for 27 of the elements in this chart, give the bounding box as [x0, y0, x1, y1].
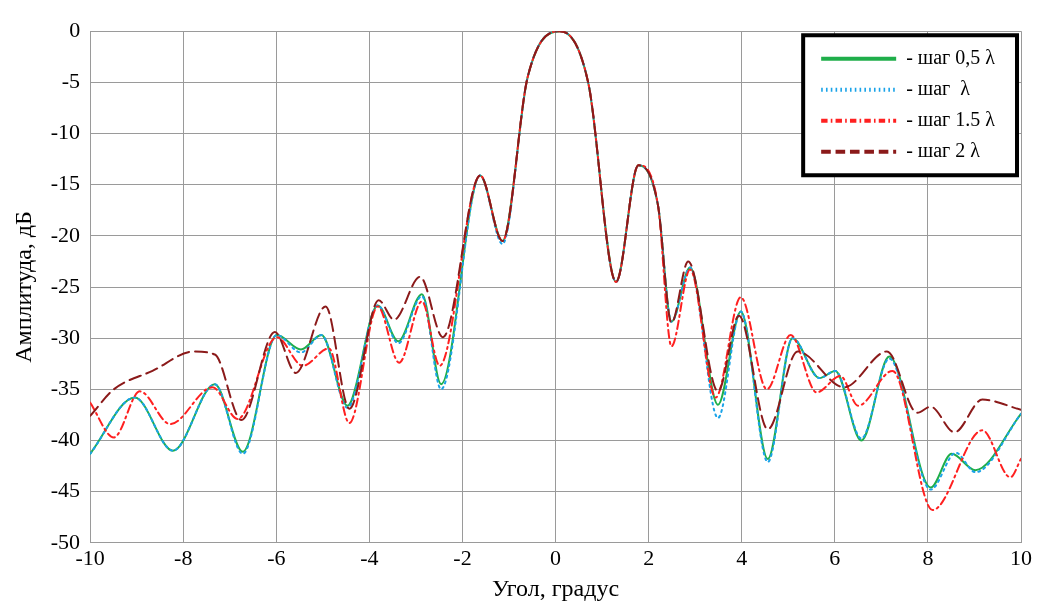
legend-label: - шаг 2 λ [906, 138, 981, 161]
x-tick-label: 8 [922, 544, 934, 570]
y-tick-label: -15 [50, 170, 81, 196]
x-tick-label: -8 [174, 544, 193, 570]
y-tick-label: -30 [50, 323, 81, 349]
legend-label: - шаг 0,5 λ [906, 45, 996, 68]
y-tick-label: -50 [50, 528, 81, 554]
y-tick-label: -10 [50, 119, 81, 145]
x-tick-label: 10 [1010, 544, 1032, 570]
y-tick-label: -35 [50, 375, 81, 401]
x-tick-label: 2 [643, 544, 655, 570]
y-tick-label: -45 [50, 477, 81, 503]
x-axis-title: Угол, градус [491, 574, 620, 601]
y-tick-label: -5 [61, 68, 81, 94]
y-axis-title: Амплитуда, дБ [9, 211, 36, 363]
x-tick-label: 6 [829, 544, 841, 570]
y-tick-label: -25 [50, 272, 81, 298]
x-tick-label: 4 [736, 544, 748, 570]
x-tick-label: -4 [360, 544, 379, 570]
x-tick-label: -6 [267, 544, 286, 570]
x-tick-label: -2 [453, 544, 472, 570]
x-tick-label: 0 [550, 544, 562, 570]
y-tick-label: -40 [50, 426, 81, 452]
y-tick-label: -20 [50, 221, 81, 247]
y-tick-label: 0 [69, 16, 81, 42]
legend-label: - шаг 1.5 λ [906, 107, 996, 130]
legend-label: - шаг λ [906, 76, 971, 99]
